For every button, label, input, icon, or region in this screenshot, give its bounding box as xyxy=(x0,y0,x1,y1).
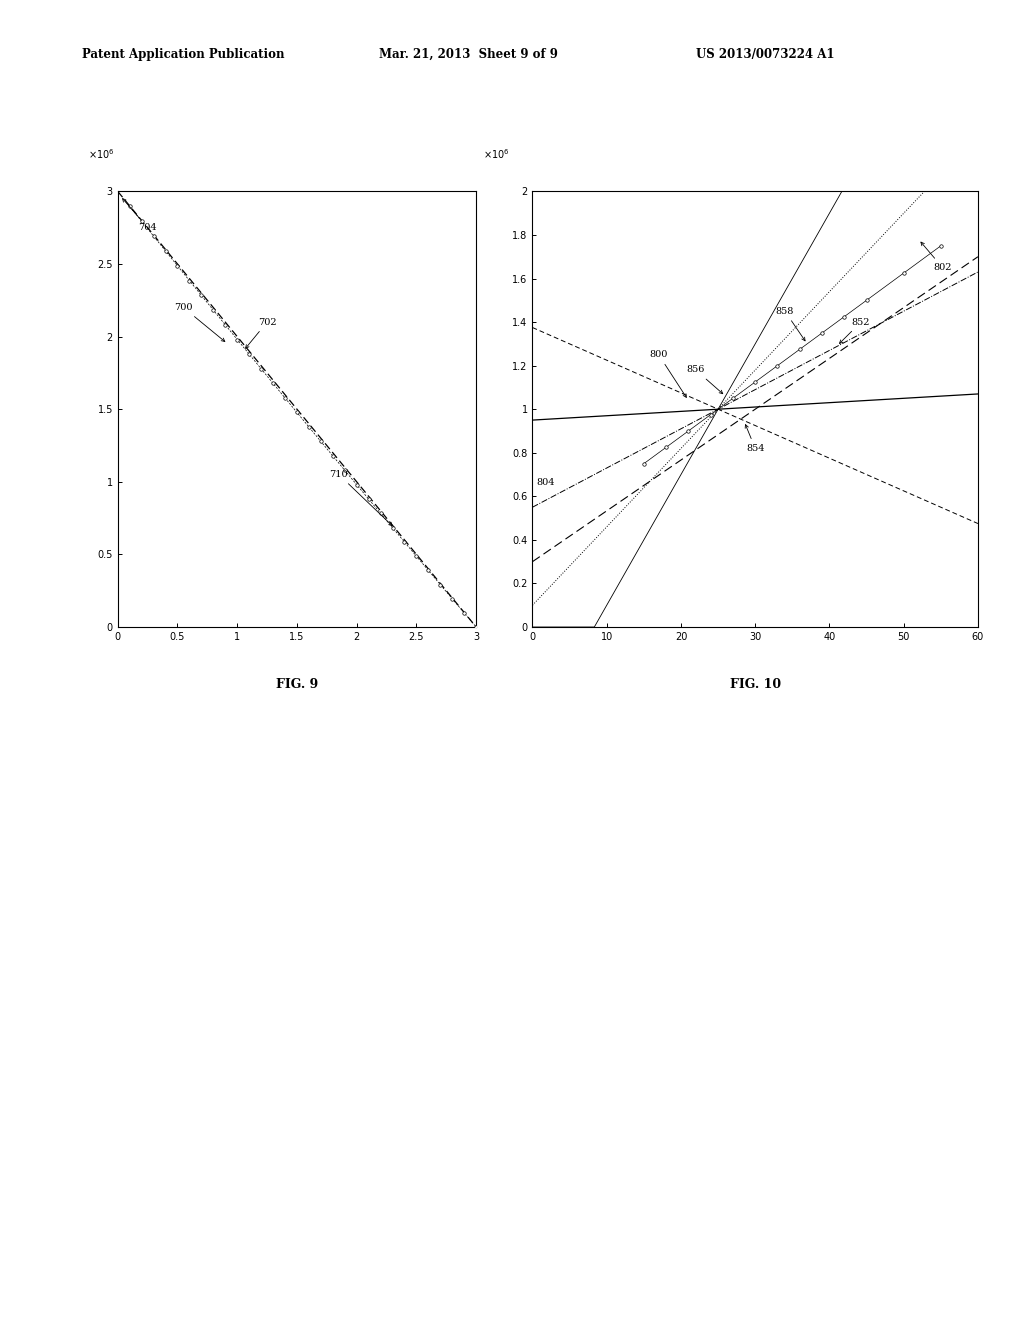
Text: 852: 852 xyxy=(840,318,870,343)
Text: US 2013/0073224 A1: US 2013/0073224 A1 xyxy=(696,48,835,61)
Text: 804: 804 xyxy=(537,478,555,487)
Text: Mar. 21, 2013  Sheet 9 of 9: Mar. 21, 2013 Sheet 9 of 9 xyxy=(379,48,558,61)
Text: 700: 700 xyxy=(174,304,225,342)
Text: 800: 800 xyxy=(649,350,686,397)
Text: 802: 802 xyxy=(921,242,952,272)
Text: 704: 704 xyxy=(123,198,157,232)
Text: 854: 854 xyxy=(745,425,765,453)
Text: 702: 702 xyxy=(246,318,276,348)
Text: 710: 710 xyxy=(330,470,392,525)
Text: FIG. 9: FIG. 9 xyxy=(275,678,318,690)
Text: Patent Application Publication: Patent Application Publication xyxy=(82,48,285,61)
Text: FIG. 10: FIG. 10 xyxy=(730,678,780,690)
Text: 856: 856 xyxy=(687,366,723,393)
Text: $\times10^6$: $\times10^6$ xyxy=(88,147,115,161)
Text: 858: 858 xyxy=(776,306,805,341)
Text: $\times10^6$: $\times10^6$ xyxy=(483,147,510,161)
